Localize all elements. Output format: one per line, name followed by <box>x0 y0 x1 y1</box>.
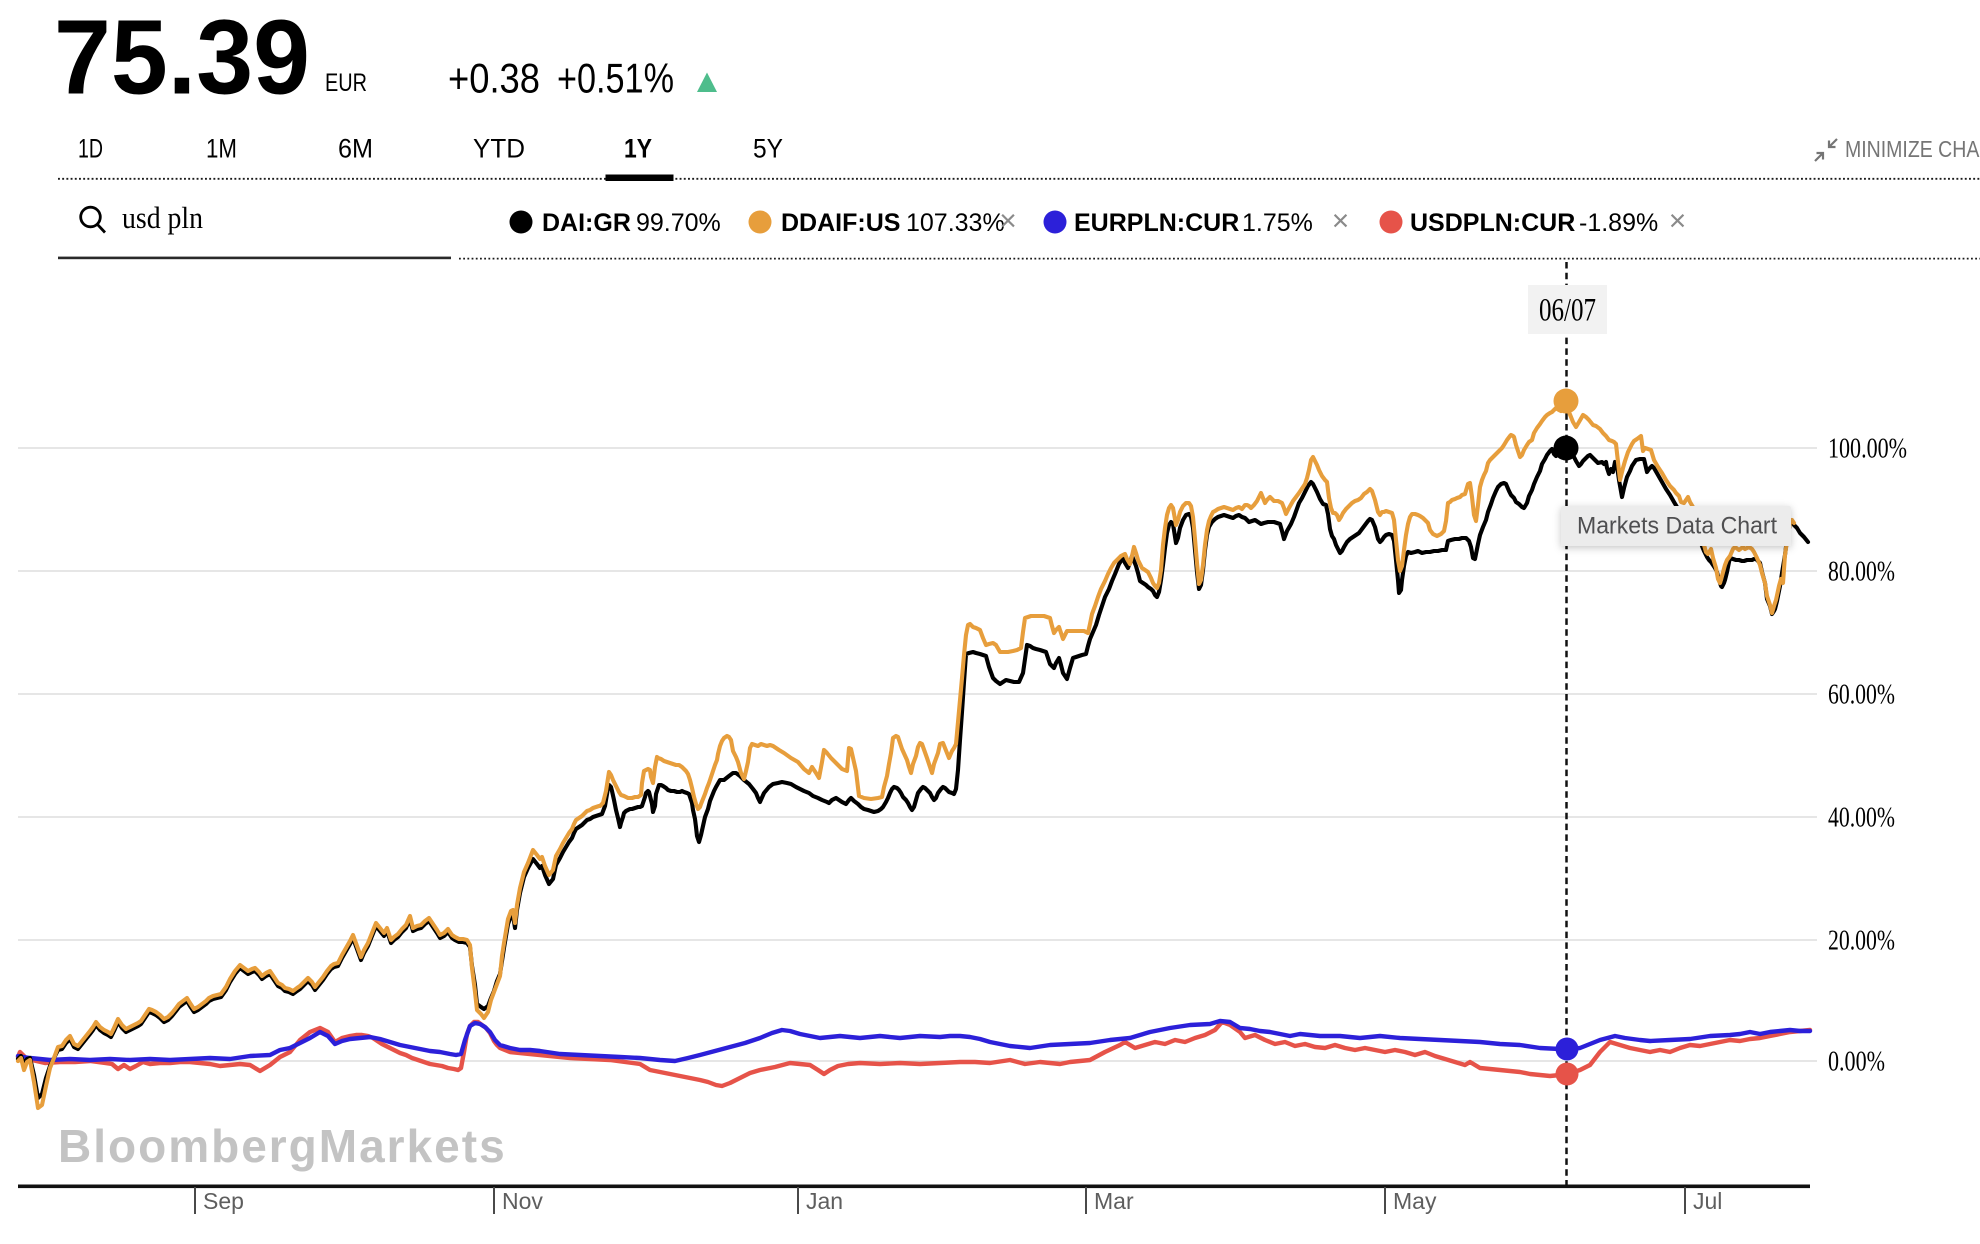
svg-text:99.70%: 99.70% <box>636 209 721 237</box>
svg-text:Sep: Sep <box>203 1188 244 1214</box>
svg-text:Jul: Jul <box>1693 1188 1722 1214</box>
svg-text:40.00%: 40.00% <box>1828 802 1895 834</box>
svg-text:MINIMIZE CHART: MINIMIZE CHART <box>1845 136 1980 162</box>
svg-text:USDPLN:CUR: USDPLN:CUR <box>1410 209 1575 237</box>
svg-text:1.75%: 1.75% <box>1242 209 1313 237</box>
svg-text:Nov: Nov <box>502 1188 543 1214</box>
svg-text:6M: 6M <box>338 134 373 164</box>
svg-text:YTD: YTD <box>473 134 525 164</box>
svg-text:Jan: Jan <box>806 1188 843 1214</box>
svg-text:EURPLN:CUR: EURPLN:CUR <box>1074 209 1239 237</box>
svg-text:+0.38: +0.38 <box>448 55 540 102</box>
svg-text:DDAIF:US: DDAIF:US <box>781 209 900 237</box>
svg-text:Markets Data Chart: Markets Data Chart <box>1577 513 1777 540</box>
svg-text:May: May <box>1393 1188 1437 1214</box>
svg-text:-1.89%: -1.89% <box>1579 209 1658 237</box>
svg-text:5Y: 5Y <box>753 134 783 164</box>
svg-text:×: × <box>1332 205 1350 238</box>
svg-text:×: × <box>1669 205 1687 238</box>
svg-text:EUR: EUR <box>325 69 367 97</box>
svg-text:60.00%: 60.00% <box>1828 679 1895 711</box>
svg-text:1Y: 1Y <box>624 134 652 164</box>
svg-text:usd pln: usd pln <box>122 200 203 235</box>
svg-text:100.00%: 100.00% <box>1828 433 1907 465</box>
svg-text:×: × <box>999 205 1017 238</box>
svg-text:Mar: Mar <box>1094 1188 1134 1214</box>
svg-text:+0.51%: +0.51% <box>557 55 674 102</box>
svg-text:75.39: 75.39 <box>54 0 310 117</box>
svg-text:0.00%: 0.00% <box>1828 1046 1885 1078</box>
svg-text:1M: 1M <box>206 134 237 164</box>
svg-text:1D: 1D <box>78 134 103 164</box>
svg-text:06/07: 06/07 <box>1539 293 1596 329</box>
svg-text:BloombergMarkets: BloombergMarkets <box>58 1120 507 1172</box>
svg-text:80.00%: 80.00% <box>1828 556 1895 588</box>
svg-text:DAI:GR: DAI:GR <box>542 209 631 237</box>
svg-text:107.33%: 107.33% <box>906 209 1005 237</box>
svg-text:20.00%: 20.00% <box>1828 925 1895 957</box>
